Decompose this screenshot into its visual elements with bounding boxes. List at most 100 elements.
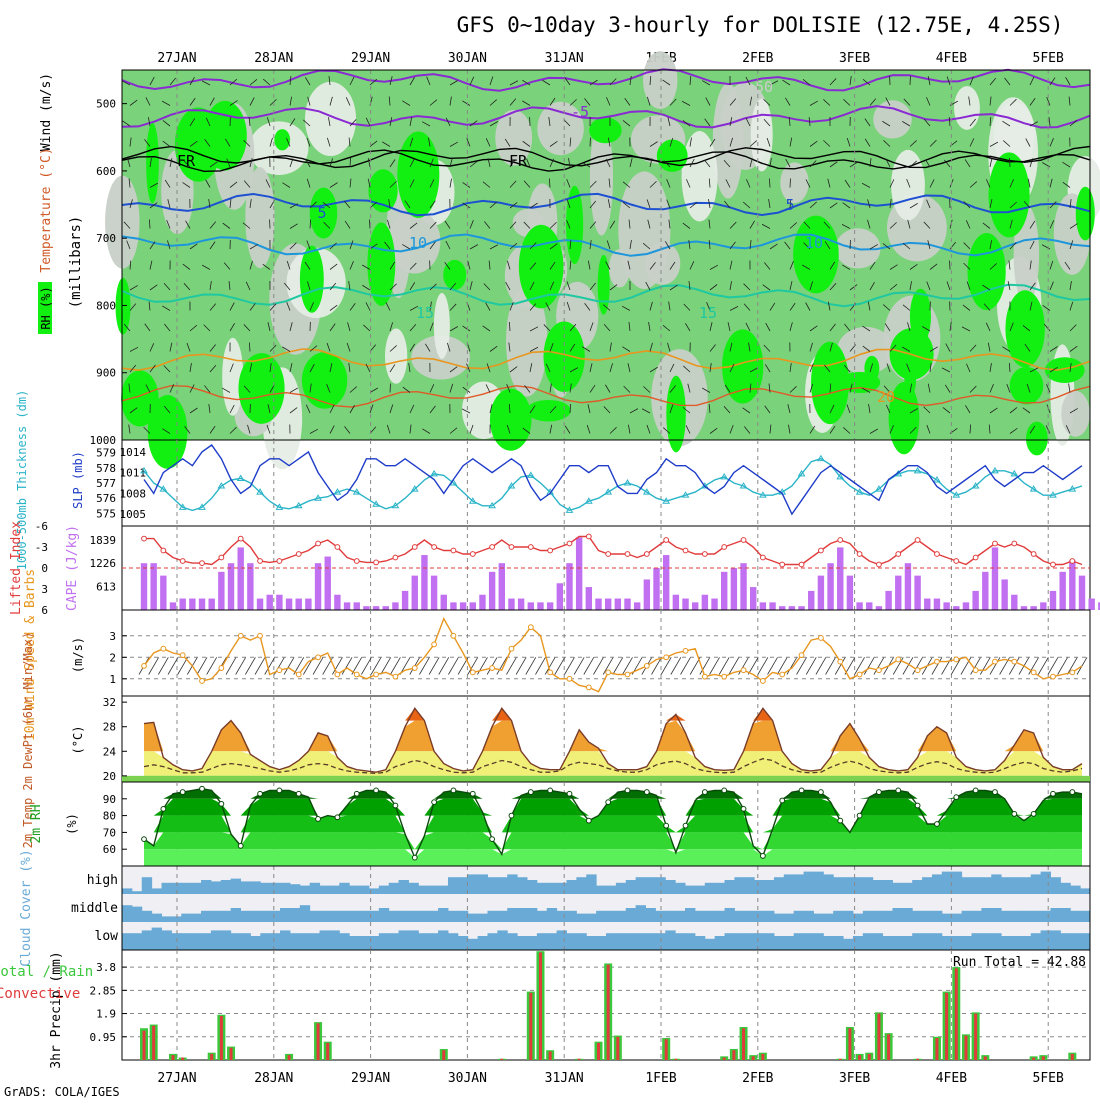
wind-speed-point (142, 664, 147, 669)
cloud-bar (922, 933, 932, 950)
precip-convective-bar (539, 952, 542, 1060)
wind-speed-point (200, 679, 205, 684)
cloud-bar (320, 886, 330, 894)
cloud-bar (527, 908, 537, 922)
cloud-bar (695, 886, 705, 894)
cape-bar (547, 602, 553, 610)
cloud-bar (1021, 936, 1031, 950)
cape-bar (537, 602, 543, 610)
cloud-bar (734, 911, 744, 922)
cloud-bar (764, 880, 774, 894)
cloud-bar (349, 936, 359, 950)
cloud-bar (379, 886, 389, 894)
cape-bar (605, 599, 611, 610)
contour-label: 10 (409, 234, 427, 252)
cape-bar (479, 595, 485, 610)
lifted-index-point (277, 559, 282, 564)
cloud-bar (596, 886, 606, 894)
cape-bar (1050, 591, 1056, 610)
cloud-bar (744, 877, 754, 894)
cloud-bar (339, 933, 349, 950)
rh2m-point (935, 822, 940, 827)
cloud-bar (280, 908, 290, 922)
precip-run-total: Run Total = 42.88 (953, 955, 1086, 970)
lifted-index-point (896, 552, 901, 557)
li-tick: -6 (35, 520, 48, 533)
cloud-bar (300, 933, 310, 950)
precip-convective-bar (848, 1028, 851, 1060)
pressure-tick: 1000 (90, 434, 117, 447)
rh-moist-patch (864, 356, 879, 381)
date-tick-top: 4FEB (936, 51, 967, 66)
cape-bar (779, 606, 785, 610)
cloud-bar (359, 886, 369, 894)
cloud-bar (942, 914, 952, 922)
cloud-bar (863, 933, 873, 950)
temp-tick: 20 (103, 770, 116, 783)
cape-bar (1021, 606, 1027, 610)
cape-bar (460, 602, 466, 610)
lifted-index-point (664, 538, 669, 543)
rh-dry-patch (682, 131, 718, 222)
cloud-bar (487, 911, 497, 922)
cape-bar (412, 576, 418, 610)
cloud-bar (1050, 908, 1060, 922)
precip-convective-bar (500, 1059, 503, 1060)
cloud-bar (132, 891, 142, 894)
rh-moist-patch (811, 342, 849, 424)
cloud-bar (1041, 872, 1051, 894)
cloud-bar (1001, 877, 1011, 894)
cape-bar (344, 602, 350, 610)
cloud-bar (152, 914, 162, 922)
cloud-bar (1080, 933, 1090, 950)
ylabel-temperature: Temperature (°C) (39, 147, 54, 272)
rh-moist-patch (300, 246, 324, 313)
cloud-bar (1001, 911, 1011, 922)
cloud-bar (725, 908, 735, 922)
cape-bar (247, 563, 253, 610)
cloud-bar (418, 911, 428, 922)
cloud-bar (991, 874, 1001, 894)
cloud-bar (408, 883, 418, 894)
wind-speed-point (490, 666, 495, 671)
date-tick-bottom: 31JAN (545, 1071, 584, 1086)
cloud-bar (843, 911, 853, 922)
wind-speed-point (935, 659, 940, 664)
date-tick-bottom: 28JAN (254, 1071, 293, 1086)
cloud-bar (744, 911, 754, 922)
cape-bar (1030, 606, 1036, 610)
surface-wind-barb (361, 657, 371, 674)
cloud-bar (922, 911, 932, 922)
cloud-bar (981, 877, 991, 894)
precip-convective-bar (442, 1050, 445, 1060)
surface-wind-barb (1038, 657, 1048, 674)
wind-speed-point (857, 672, 862, 677)
contour-label: FR (509, 152, 528, 170)
cape-bar (334, 595, 340, 610)
surface-wind-barb (816, 657, 826, 674)
cape-bar (992, 547, 998, 610)
rh2m-point (393, 803, 398, 808)
cloud-bar (231, 933, 241, 950)
cape-bar (286, 599, 292, 610)
rh-moist-patch (1010, 367, 1044, 405)
precip-tick: 1.9 (96, 1008, 116, 1021)
rh-band (144, 832, 1082, 849)
contour-label: 5 (785, 196, 794, 214)
cloud-bar (389, 911, 399, 922)
cloud-bar (971, 877, 981, 894)
wind-tick: 3 (109, 630, 116, 643)
cape-bar (750, 587, 756, 610)
slp-tick: 1014 (120, 446, 147, 459)
rh2m-point (258, 791, 263, 796)
wind-speed-point (451, 633, 456, 638)
precip-convective-bar (964, 1036, 967, 1060)
cloud-bar (675, 883, 685, 894)
cape-bar (383, 606, 389, 610)
rh2m-point (586, 818, 591, 823)
rh2m-point (683, 823, 688, 828)
lifted-index-point (857, 552, 862, 557)
wind-speed-point (741, 668, 746, 673)
cape-bar (508, 599, 514, 610)
